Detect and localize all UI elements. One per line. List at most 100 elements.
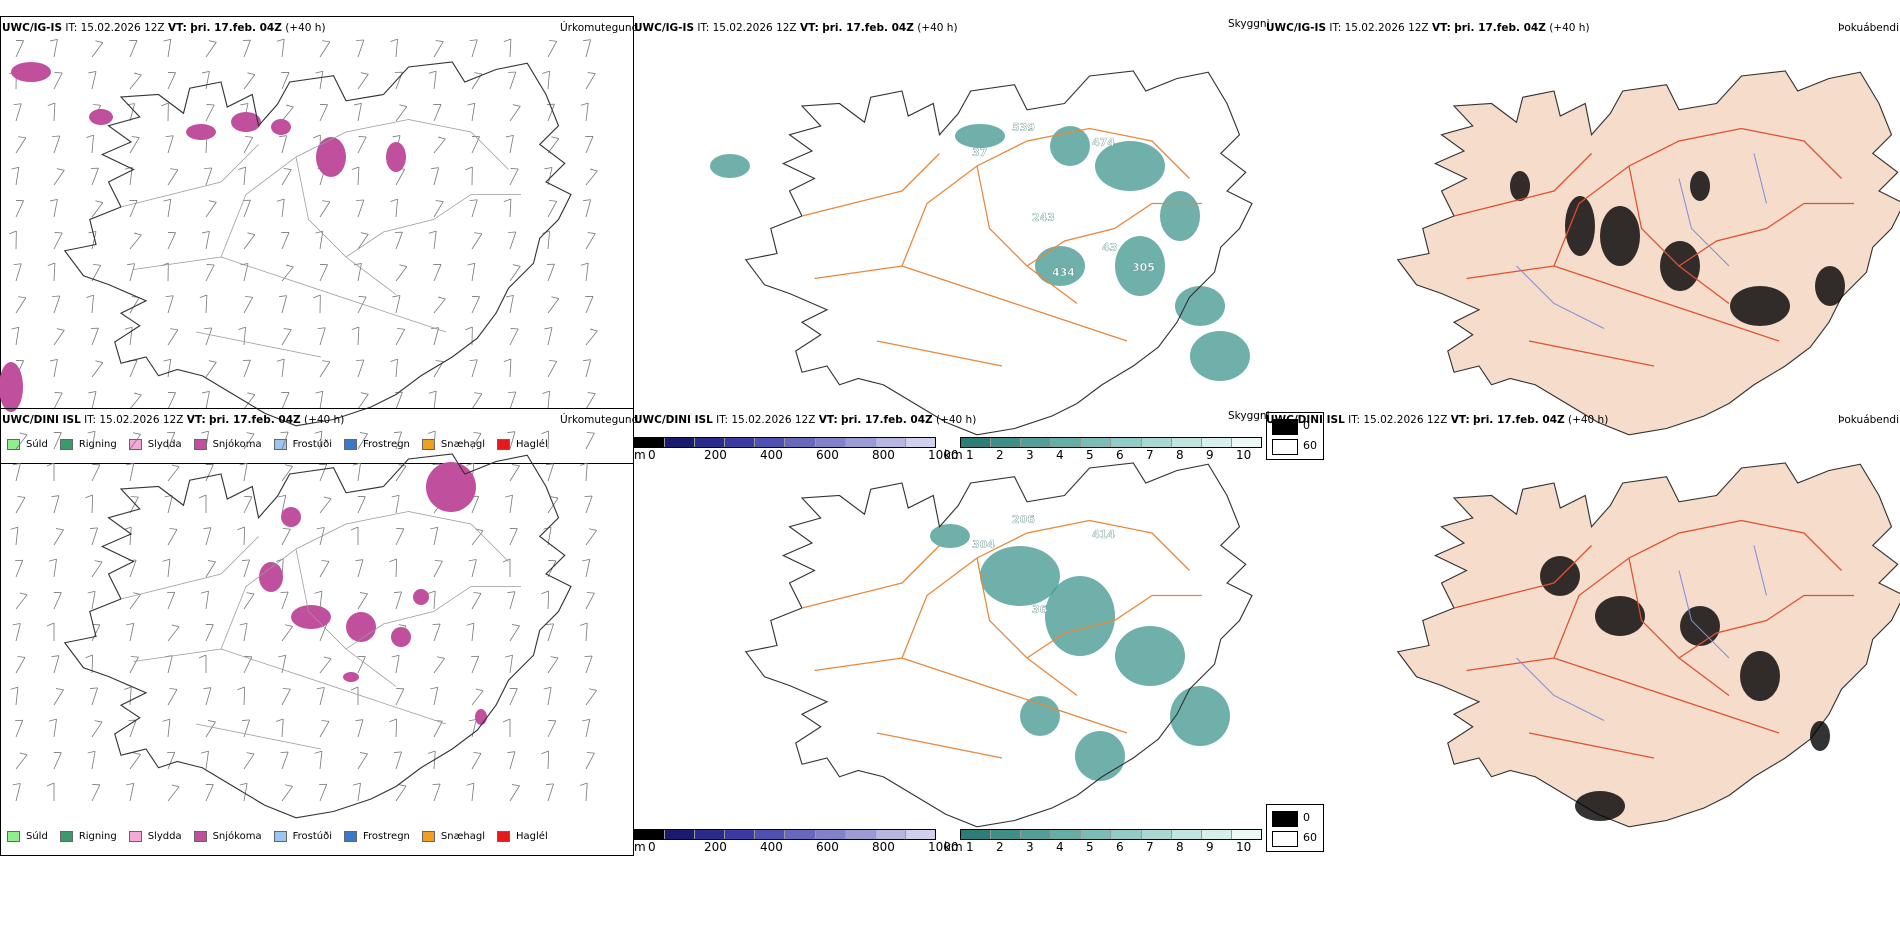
precip-legend-swatch	[128, 439, 142, 450]
precip-type-panel: Súld Rigning Slydda Snjókoma Frostúði Frostre…	[0, 408, 634, 856]
precip-legend-label: Slydda	[147, 831, 182, 842]
visibility-value: 304	[972, 538, 995, 551]
height-tick: 200	[704, 840, 727, 854]
precip-legend-item: Haglél	[497, 831, 548, 842]
fog-title: Þokuábendi	[1838, 22, 1899, 34]
visibility-colorbar	[960, 829, 1262, 840]
visibility-value: 36	[1032, 603, 1048, 616]
visibility-value: 539	[1012, 121, 1035, 134]
vt-value: þri. 17.feb. 04Z	[209, 414, 301, 426]
visibility-colorbar-ticks: km 1 2 3 4 5 6 7 8 9 10	[944, 840, 1264, 854]
height-tick: 400	[760, 840, 783, 854]
vt-label: VT:	[1450, 414, 1470, 426]
fog-map	[1396, 70, 1900, 436]
visibility-tick: 7	[1146, 840, 1154, 854]
precip-type-panel: Súld Rigning Slydda Snjókoma Frostúði Frostre…	[0, 16, 634, 464]
precip-legend-swatch	[344, 831, 357, 842]
visibility-tick: 8	[1176, 448, 1184, 462]
precip-legend-label: Súld	[26, 439, 48, 450]
visibility-tick: 4	[1056, 840, 1064, 854]
height-colorbar	[634, 829, 936, 840]
model-name: UWC/DINI ISL	[1266, 414, 1345, 426]
lead-time: (+40 h)	[285, 22, 326, 34]
vt-value: þri. 17.feb. 04Z	[190, 22, 282, 34]
precip-legend-item: Frostregn	[344, 439, 410, 450]
visibility-tick: 3	[1026, 840, 1034, 854]
height-tick: 0	[648, 840, 656, 854]
precip-legend-swatch	[193, 831, 207, 842]
precip-legend-swatch	[497, 831, 511, 842]
lead-time: (+40 h)	[935, 414, 977, 426]
visibility-tick: 6	[1116, 448, 1124, 462]
precip-legend-item: Slydda	[128, 831, 182, 842]
lead-time: (+40 h)	[1549, 22, 1590, 34]
precip-legend-item: Rigning	[59, 439, 117, 450]
visibility-colorbar	[960, 437, 1262, 448]
vt-value: þri. 17.feb. 04Z	[1454, 22, 1546, 34]
precip-legend-label: Frostúði	[292, 831, 332, 842]
fog-label-light: 60	[1303, 831, 1317, 844]
visibility-value: 206	[1012, 513, 1035, 526]
visibility-tick: 9	[1206, 448, 1214, 462]
visibility-panel: 539 37 474 243 43 305 434	[632, 16, 1262, 446]
fog-legend: 0 60	[1266, 412, 1324, 460]
visibility-tick: 5	[1086, 448, 1094, 462]
lead-time: (+40 h)	[917, 22, 958, 34]
visibility-tick: 9	[1206, 840, 1214, 854]
precip-type-map	[0, 38, 598, 427]
height-tick: 600	[816, 448, 839, 462]
visibility-tick: 10	[1236, 448, 1252, 462]
height-tick: 0	[648, 448, 656, 462]
precip-type-title-bar: UWC/IG-IS IT: 15.02.2026 12Z VT: þri. 17…	[2, 22, 326, 34]
precip-legend-label: Haglél	[516, 831, 548, 842]
visibility-tick: 5	[1086, 840, 1094, 854]
height-tick: 600	[816, 840, 839, 854]
visibility-value: 414	[1092, 528, 1115, 541]
visibility-title: Skyggni	[1228, 18, 1270, 30]
fog-label-dark: 0	[1303, 811, 1310, 824]
fog-title-bar: UWC/DINI ISL IT: 15.02.2026 12Z VT: þri.…	[1266, 414, 1608, 426]
precip-legend-item: Frostúði	[273, 831, 332, 842]
fog-label-light: 60	[1303, 439, 1317, 452]
precip-legend-item: Súld	[7, 831, 48, 842]
fog-title: Þokuábendi	[1838, 414, 1899, 426]
visibility-title: Skyggni	[1228, 410, 1270, 422]
model-name: UWC/DINI ISL	[634, 414, 713, 426]
precip-legend-swatch	[273, 831, 287, 842]
precip-legend-item: Snjókoma	[193, 831, 262, 842]
precip-legend-label: Slydda	[147, 439, 182, 450]
it-value: 15.02.2026 12Z	[1363, 414, 1448, 426]
precip-legend-swatch	[128, 831, 142, 842]
height-tick: 800	[872, 840, 895, 854]
height-tick: 1000	[928, 840, 959, 854]
precip-legend: Súld Rigning Slydda Snjókoma Frostúði Frostre…	[7, 831, 560, 842]
fog-panel	[1262, 16, 1900, 446]
precip-legend-item: Snjókoma	[193, 439, 262, 450]
vt-value: þri. 17.feb. 04Z	[1473, 414, 1565, 426]
precip-legend-label: Rigning	[78, 831, 117, 842]
height-unit: m	[634, 840, 646, 854]
height-colorbar-ticks: m 0 200 400 600 800 1000	[634, 448, 959, 462]
precip-legend-item: Snæhagl	[421, 831, 485, 842]
precip-legend-label: Frostregn	[363, 439, 410, 450]
precip-legend-label: Haglél	[516, 439, 548, 450]
precip-legend-item: Frostúði	[273, 439, 332, 450]
height-colorbar-ticks: m 0 200 400 600 800 1000	[634, 840, 959, 854]
fog-label-dark: 0	[1303, 419, 1310, 432]
it-value: 15.02.2026 12Z	[731, 414, 816, 426]
height-tick: 1000	[928, 448, 959, 462]
visibility-title-bar: UWC/DINI ISL IT: 15.02.2026 12Z VT: þri.…	[634, 414, 976, 426]
visibility-tick: 2	[996, 448, 1004, 462]
precip-type-title: Úrkomutegund	[560, 414, 639, 426]
model-name: UWC/DINI ISL	[2, 414, 81, 426]
fog-swatch-light	[1272, 831, 1298, 847]
fog-swatch-dark	[1272, 811, 1298, 827]
it-label: IT:	[716, 414, 729, 426]
visibility-value: 243	[1032, 211, 1055, 224]
it-value: 15.02.2026 12Z	[80, 22, 165, 34]
precip-legend-swatch	[344, 439, 357, 450]
it-value: 15.02.2026 12Z	[712, 22, 797, 34]
visibility-value: 37	[972, 146, 987, 159]
precip-legend-label: Súld	[26, 831, 48, 842]
lead-time: (+40 h)	[1567, 414, 1609, 426]
